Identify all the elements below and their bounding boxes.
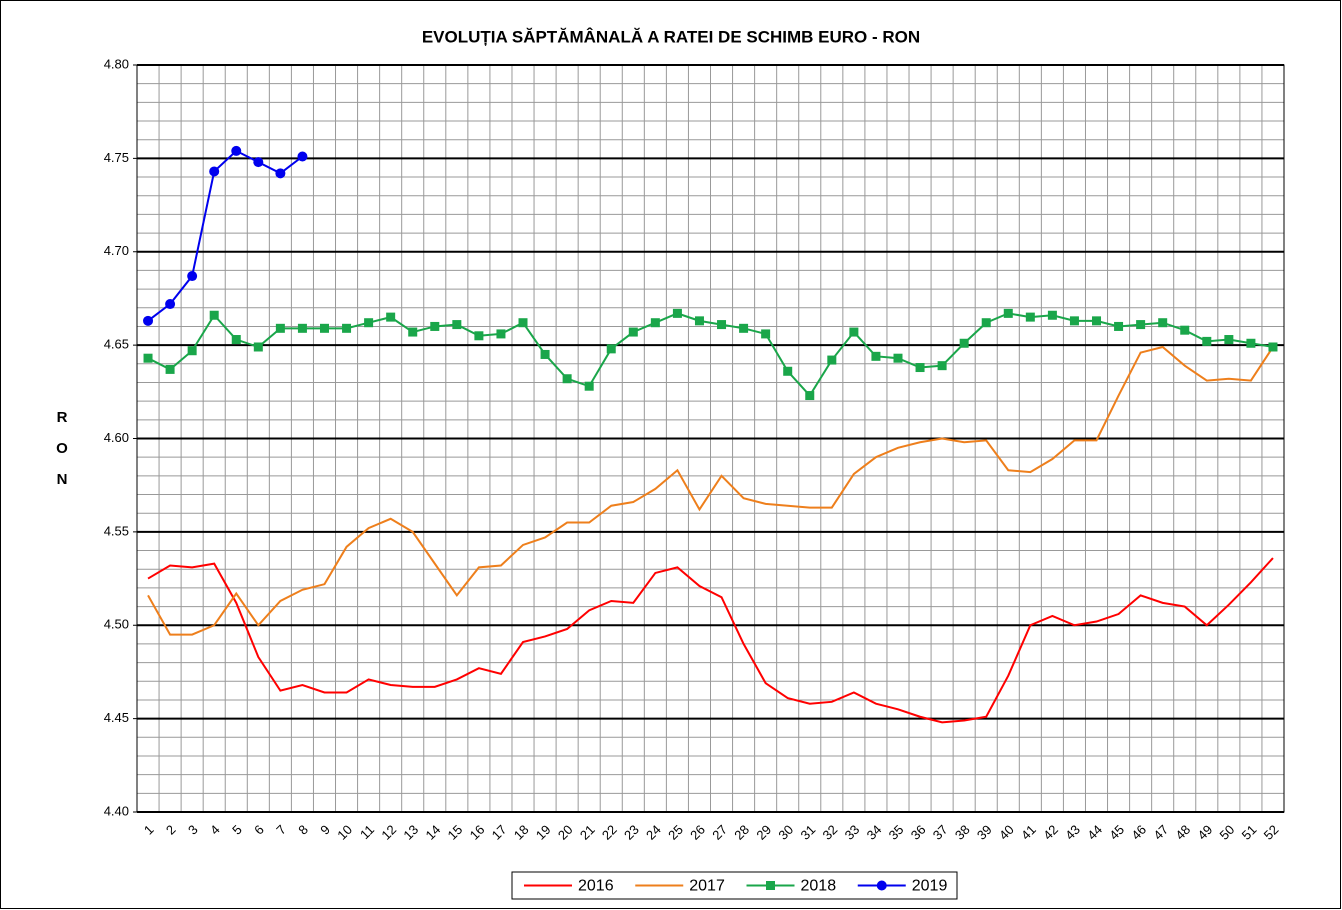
marker	[1092, 316, 1102, 326]
marker	[606, 344, 616, 354]
marker	[209, 166, 220, 177]
marker	[297, 323, 307, 333]
marker	[1246, 338, 1256, 348]
marker	[584, 381, 594, 391]
marker	[849, 327, 859, 337]
series-line	[147, 345, 1274, 636]
legend-label: 2019	[912, 878, 948, 895]
y-tick-label: 4.80	[104, 56, 129, 71]
marker	[165, 364, 175, 374]
marker	[827, 355, 837, 365]
marker	[518, 318, 528, 328]
y-tick-label: 4.45	[104, 710, 129, 725]
marker	[761, 329, 771, 339]
y-tick-label: 4.55	[104, 523, 129, 538]
marker	[1025, 312, 1035, 322]
marker	[562, 374, 572, 384]
marker	[209, 310, 219, 320]
marker	[275, 168, 286, 179]
marker	[452, 320, 462, 330]
marker	[253, 157, 264, 168]
marker	[342, 323, 352, 333]
marker	[871, 351, 881, 361]
series-line	[147, 557, 1274, 724]
marker	[319, 323, 329, 333]
y-axis-label: RON	[56, 409, 68, 488]
y-tick-label: 4.75	[104, 150, 129, 165]
marker	[408, 327, 418, 337]
marker	[364, 318, 374, 328]
marker	[717, 320, 727, 330]
marker	[275, 323, 285, 333]
marker	[959, 338, 969, 348]
marker	[187, 346, 197, 356]
marker	[739, 323, 749, 333]
marker	[231, 145, 242, 156]
marker	[805, 391, 815, 401]
marker	[231, 335, 241, 345]
marker	[430, 321, 440, 331]
marker	[937, 361, 947, 371]
marker	[694, 316, 704, 326]
marker	[165, 299, 176, 310]
marker	[1180, 325, 1190, 335]
marker	[474, 331, 484, 341]
marker	[981, 318, 991, 328]
marker	[1136, 320, 1146, 330]
marker	[650, 318, 660, 328]
chart-title: EVOLUȚIA SĂPTĂMÂNALĂ A RATEI DE SCHIMB E…	[422, 27, 920, 46]
plot-border	[136, 64, 1285, 813]
marker	[1224, 335, 1234, 345]
legend-label: 2018	[801, 878, 837, 895]
marker	[893, 353, 903, 363]
series-line	[147, 312, 1274, 398]
marker	[386, 312, 396, 322]
marker	[1158, 318, 1168, 328]
legend-label: 2016	[578, 878, 614, 895]
y-tick-label: 4.40	[104, 803, 129, 818]
marker	[1003, 308, 1013, 318]
legend-marker	[876, 880, 887, 891]
y-tick-label: 4.60	[104, 430, 129, 445]
marker	[1202, 336, 1212, 346]
marker	[1114, 321, 1124, 331]
marker	[496, 329, 506, 339]
marker	[783, 366, 793, 376]
y-tick-label: 4.70	[104, 243, 129, 258]
marker	[1069, 316, 1079, 326]
marker	[672, 308, 682, 318]
legend-marker	[766, 881, 775, 890]
marker	[915, 363, 925, 373]
marker	[187, 271, 198, 282]
y-tick-label: 4.50	[104, 617, 129, 632]
marker	[1268, 342, 1278, 352]
legend-label: 2017	[689, 878, 725, 895]
y-tick-label: 4.65	[104, 337, 129, 352]
marker	[143, 353, 153, 363]
marker	[540, 349, 550, 359]
marker	[297, 151, 308, 162]
marker	[1047, 310, 1057, 320]
marker	[143, 315, 154, 326]
marker	[253, 342, 263, 352]
marker	[628, 327, 638, 337]
